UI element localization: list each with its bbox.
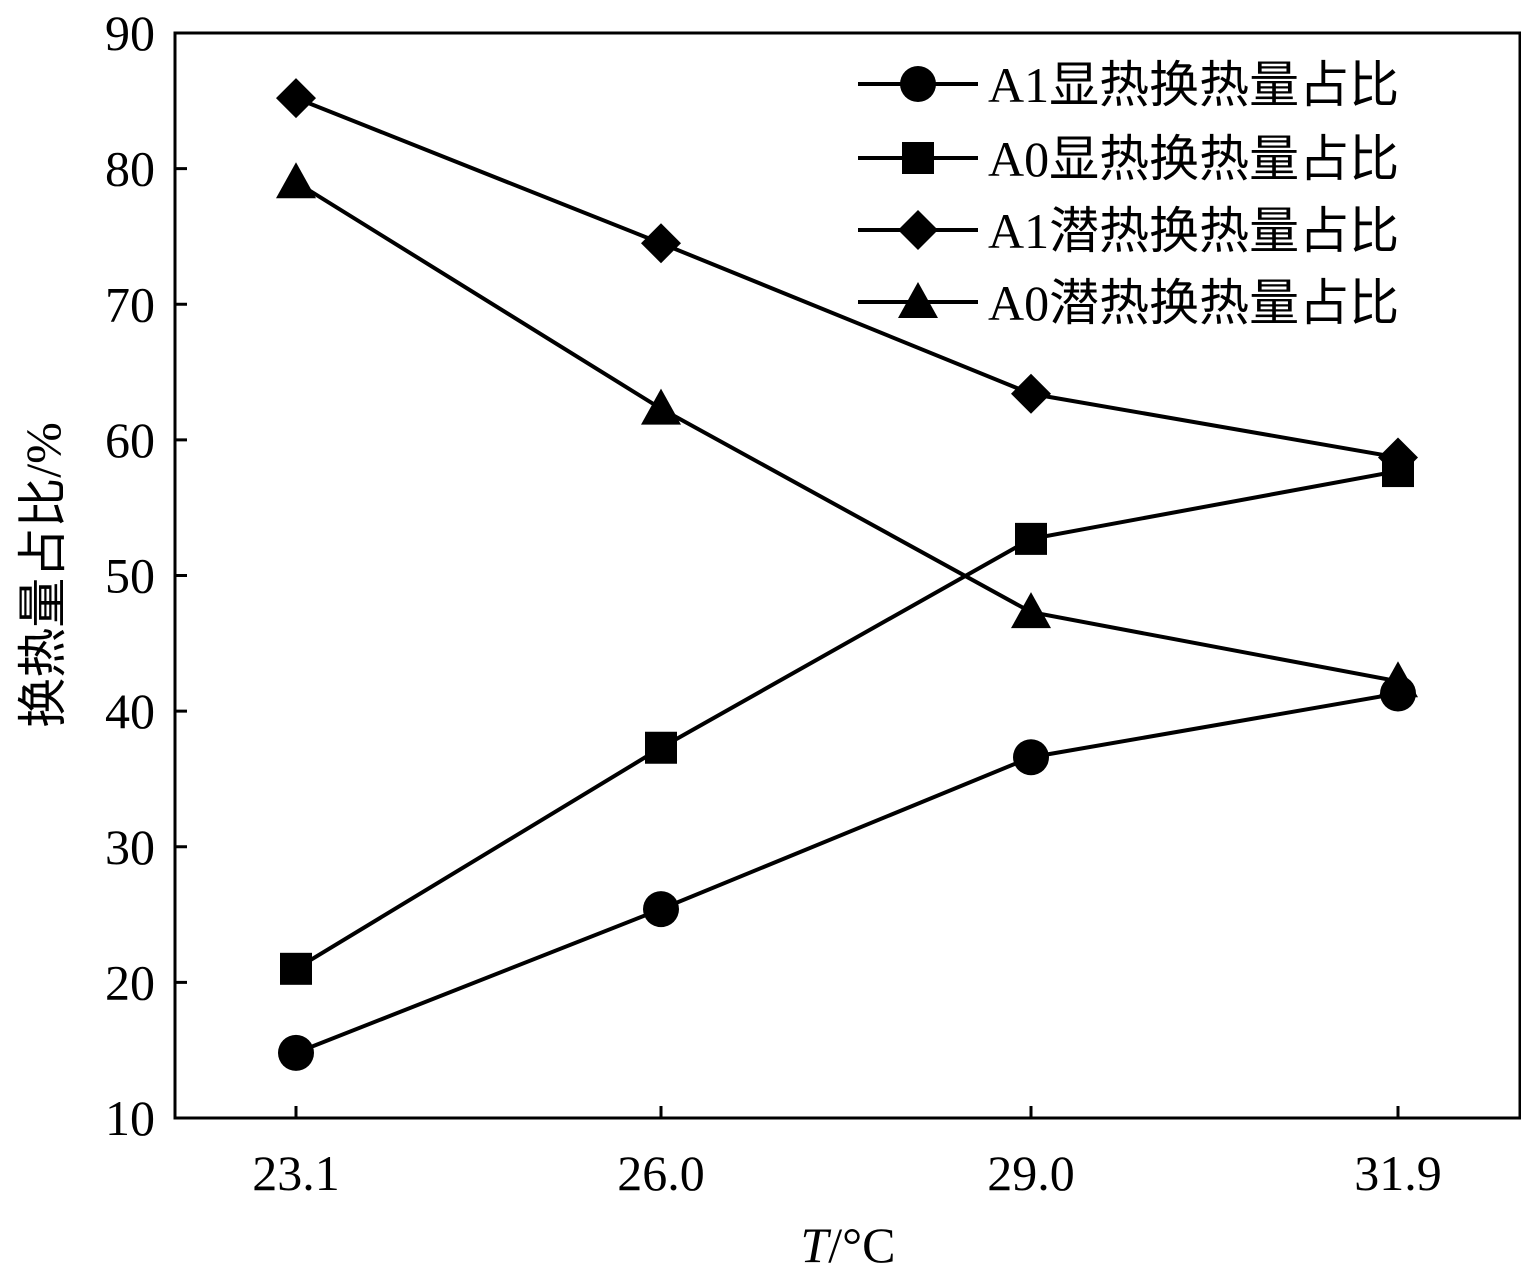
x-tick-label: 29.0 <box>987 1145 1075 1201</box>
x-axis-title: T/°C <box>800 1217 895 1273</box>
legend-marker-diamond <box>898 210 938 250</box>
plot-frame <box>173 31 1521 1120</box>
data-point-triangle <box>276 162 316 199</box>
legend-entry: A0显热换热量占比 <box>858 131 1399 187</box>
x-tick-label: 31.9 <box>1354 1145 1442 1201</box>
series-1 <box>278 675 1416 1071</box>
x-axis-title-var: T <box>800 1217 831 1273</box>
y-axis-title: 换热量占比/% <box>15 422 71 728</box>
y-tick-label: 30 <box>105 819 155 875</box>
legend-entry: A0潜热换热量占比 <box>858 275 1399 331</box>
x-axis-title-unit: /°C <box>828 1217 895 1273</box>
legend-label: A1潜热换热量占比 <box>988 203 1399 259</box>
legend: A1显热换热量占比 A0显热换热量占比 A1潜热换热量占比 A0潜热换热量占比 <box>858 57 1399 331</box>
y-tick-label: 20 <box>105 954 155 1010</box>
series-4 <box>276 162 1418 698</box>
legend-label: A0潜热换热量占比 <box>988 275 1399 331</box>
data-point-circle <box>1013 739 1049 776</box>
series-layer <box>276 78 1418 1071</box>
y-tick-label: 60 <box>105 412 155 468</box>
legend-label: A1显热换热量占比 <box>988 57 1399 113</box>
y-axis: 10 20 30 40 50 60 70 80 90 <box>105 5 187 1146</box>
data-point-triangle <box>1011 592 1051 629</box>
data-point-square <box>280 952 312 985</box>
data-point-triangle <box>1378 661 1418 698</box>
data-point-square <box>1015 522 1047 555</box>
x-tick-label: 26.0 <box>617 1145 705 1201</box>
legend-marker-circle <box>900 66 936 102</box>
legend-marker-square <box>902 142 934 174</box>
data-point-circle <box>643 891 679 928</box>
data-point-diamond <box>1011 373 1051 414</box>
legend-entry: A1显热换热量占比 <box>858 57 1399 113</box>
y-tick-label: 40 <box>105 683 155 739</box>
y-tick-label: 70 <box>105 276 155 332</box>
y-tick-label: 10 <box>105 1090 155 1146</box>
data-point-diamond <box>641 223 681 264</box>
x-tick-label: 23.1 <box>252 1145 340 1201</box>
legend-label: A0显热换热量占比 <box>988 131 1399 187</box>
y-tick-label: 80 <box>105 141 155 197</box>
series-line <box>295 691 1399 1055</box>
series-line <box>294 469 1399 971</box>
y-tick-label: 90 <box>105 5 155 61</box>
x-axis: 23.1 26.0 29.0 31.9 <box>252 1106 1442 1201</box>
data-point-diamond <box>1378 437 1418 478</box>
series-line <box>295 96 1399 460</box>
legend-marker-triangle <box>898 282 938 318</box>
series-3 <box>276 78 1418 478</box>
y-tick-label: 50 <box>105 548 155 604</box>
data-point-square <box>645 731 677 764</box>
data-point-circle <box>278 1034 314 1071</box>
series-line <box>294 180 1399 684</box>
data-point-diamond <box>276 78 316 119</box>
legend-entry: A1潜热换热量占比 <box>858 203 1399 259</box>
data-point-triangle <box>641 388 681 425</box>
